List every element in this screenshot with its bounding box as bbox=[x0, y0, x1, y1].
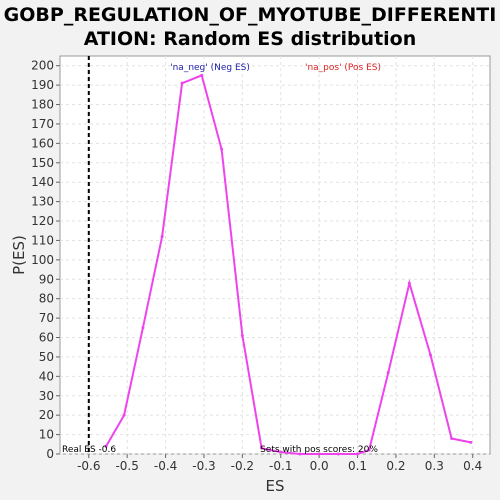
x-tick-label: 0.0 bbox=[310, 459, 329, 473]
y-tick-label: 30 bbox=[39, 389, 54, 403]
data-point bbox=[469, 440, 473, 444]
y-tick-label: 180 bbox=[31, 98, 54, 112]
x-tick-label: -0.6 bbox=[77, 459, 100, 473]
data-point bbox=[407, 281, 411, 285]
data-point bbox=[220, 147, 224, 151]
y-tick-label: 80 bbox=[39, 292, 54, 306]
y-tick-label: 200 bbox=[31, 59, 54, 73]
y-tick-label: 170 bbox=[31, 117, 54, 131]
real-es-label: Real ES -0.6 bbox=[62, 445, 116, 455]
chart-title-line-1: GOBP_REGULATION_OF_MYOTUBE_DIFFERENTI bbox=[3, 4, 497, 26]
x-tick-label: 0.2 bbox=[386, 459, 405, 473]
y-tick-label: 130 bbox=[31, 195, 54, 209]
pos-scores-annotation: Sets with pos scores: 20% bbox=[260, 445, 378, 455]
x-tick-label: -0.5 bbox=[115, 459, 138, 473]
x-tick-label: 0.4 bbox=[463, 459, 482, 473]
y-tick-label: 50 bbox=[39, 350, 54, 364]
data-point bbox=[141, 326, 145, 330]
y-tick-label: 150 bbox=[31, 156, 54, 170]
data-point bbox=[122, 413, 126, 417]
data-point bbox=[386, 370, 390, 374]
x-tick-label: -0.4 bbox=[154, 459, 177, 473]
data-point bbox=[450, 436, 454, 440]
y-tick-label: 90 bbox=[39, 272, 54, 286]
data-point bbox=[260, 446, 264, 450]
x-tick-label: -0.1 bbox=[269, 459, 292, 473]
data-point bbox=[240, 334, 244, 338]
plot-area bbox=[59, 55, 491, 455]
data-point bbox=[317, 452, 321, 456]
series-layer bbox=[104, 73, 473, 456]
x-axis-ticks: -0.6 -0.5 -0.4 -0.3 -0.2 -0.1 0.0 0.1 0.2 0.3 0.4 bbox=[77, 454, 482, 473]
y-tick-label: 120 bbox=[31, 214, 54, 228]
data-point bbox=[104, 444, 108, 448]
data-point bbox=[356, 452, 360, 456]
y-tick-label: 20 bbox=[39, 408, 54, 422]
y-tick-label: 190 bbox=[31, 78, 54, 92]
data-point bbox=[180, 81, 184, 85]
data-point bbox=[200, 73, 204, 77]
data-point bbox=[298, 452, 302, 456]
y-tick-label: 40 bbox=[39, 369, 54, 383]
data-point bbox=[279, 450, 283, 454]
data-point bbox=[428, 353, 432, 357]
y-tick-label: 160 bbox=[31, 136, 54, 150]
x-tick-label: -0.3 bbox=[192, 459, 215, 473]
y-tick-label: 0 bbox=[46, 447, 54, 461]
y-tick-label: 110 bbox=[31, 233, 54, 247]
y-tick-label: 10 bbox=[39, 428, 54, 442]
y-tick-label: 100 bbox=[31, 253, 54, 267]
x-tick-label: 0.3 bbox=[425, 459, 444, 473]
x-axis-label: ES bbox=[266, 477, 285, 495]
x-tick-label: 0.1 bbox=[348, 459, 367, 473]
x-tick-label: -0.2 bbox=[231, 459, 254, 473]
es-distribution-line bbox=[105, 74, 471, 455]
data-point bbox=[336, 452, 340, 456]
y-tick-label: 60 bbox=[39, 331, 54, 345]
legend-neg-es: 'na_neg' (Neg ES) bbox=[170, 63, 250, 73]
data-point bbox=[160, 235, 164, 239]
y-axis-ticks: 0 10 20 30 40 50 60 70 80 90 100 110 120 130 140 150 160… bbox=[31, 59, 60, 461]
chart-title-line-2: ATION: Random ES distribution bbox=[83, 28, 417, 50]
y-tick-label: 140 bbox=[31, 175, 54, 189]
data-point bbox=[367, 448, 371, 452]
legend-pos-es: 'na_pos' (Pos ES) bbox=[305, 63, 381, 73]
y-axis-label: P(ES) bbox=[10, 235, 28, 275]
y-tick-label: 70 bbox=[39, 311, 54, 325]
grid-lines bbox=[60, 56, 490, 455]
